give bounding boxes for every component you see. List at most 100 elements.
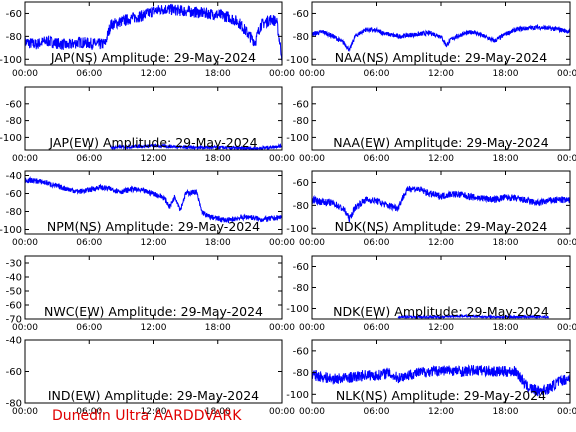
y-tick-label: -60 <box>293 262 309 273</box>
x-tick-label: 00:00 <box>12 69 38 79</box>
y-tick-label: -100 <box>286 55 309 66</box>
x-tick-label: 12:00 <box>428 407 454 417</box>
chart-panel: -70 -60 -50 -40 -30 00:00 06:00 12:00 18:00 00:00… <box>6 255 295 333</box>
y-tick-label: -100 <box>286 390 309 401</box>
x-tick-label: 06:00 <box>364 69 390 79</box>
y-tick-label: -100 <box>286 224 309 235</box>
y-tick-label: -60 <box>6 9 22 20</box>
x-tick-label: 18:00 <box>493 154 519 164</box>
x-tick-label: 06:00 <box>76 323 102 333</box>
x-tick-label: 12:00 <box>141 238 167 248</box>
x-tick-label: 06:00 <box>364 407 390 417</box>
x-tick-label: 06:00 <box>364 238 390 248</box>
chart-panel: -100 -80 -60 00:00 06:00 12:00 18:00 00:00 NDK(E… <box>286 255 576 333</box>
chart-panel: -100 -80 -60 -40 00:00 06:00 12:00 18:00 00:00 NP… <box>0 170 295 248</box>
x-tick-label: 00:00 <box>269 323 295 333</box>
y-tick-label: -50 <box>6 287 22 298</box>
x-tick-label: 00:00 <box>269 238 295 248</box>
y-tick-label: -70 <box>6 315 22 326</box>
y-tick-label: -100 <box>286 304 309 315</box>
x-tick-label: 18:00 <box>493 238 519 248</box>
x-tick-label: 06:00 <box>364 323 390 333</box>
x-tick-label: 18:00 <box>493 323 519 333</box>
y-tick-label: -60 <box>293 346 309 357</box>
x-tick-label: 00:00 <box>12 154 38 164</box>
y-tick-label: -100 <box>0 133 22 144</box>
x-tick-label: 00:00 <box>12 407 38 417</box>
chart-title: IND(EW) Amplitude: 29-May-2024 <box>48 388 259 403</box>
x-tick-label: 00:00 <box>269 407 295 417</box>
y-tick-label: -60 <box>293 9 309 20</box>
x-tick-label: 12:00 <box>428 154 454 164</box>
series-line <box>110 143 282 150</box>
y-tick-label: -100 <box>0 55 22 66</box>
x-tick-label: 00:00 <box>299 323 325 333</box>
chart-panel: -100 -80 -60 00:00 06:00 12:00 18:00 00:00 NAA(E… <box>286 86 576 164</box>
x-tick-label: 18:00 <box>493 69 519 79</box>
y-tick-label: -60 <box>6 189 22 200</box>
y-tick-label: -80 <box>293 32 309 43</box>
y-tick-label: -30 <box>6 259 22 270</box>
chart-title: NWC(EW) Amplitude: 29-May-2024 <box>44 304 263 319</box>
chart-panel: -100 -80 -60 00:00 06:00 12:00 18:00 00:00 NAA(N… <box>286 1 576 79</box>
x-tick-label: 12:00 <box>428 238 454 248</box>
y-tick-label: -60 <box>293 178 309 189</box>
chart-title: NAA(NS) Amplitude: 29-May-2024 <box>335 50 547 65</box>
x-tick-label: 18:00 <box>493 407 519 417</box>
x-tick-label: 12:00 <box>141 407 167 417</box>
x-tick-label: 18:00 <box>205 323 231 333</box>
x-tick-label: 00:00 <box>269 154 295 164</box>
y-tick-label: -80 <box>6 116 22 127</box>
y-tick-label: -40 <box>6 273 22 284</box>
y-tick-label: -40 <box>6 171 22 182</box>
chart-title: NPM(NS) Amplitude: 29-May-2024 <box>47 219 260 234</box>
x-tick-label: 12:00 <box>141 323 167 333</box>
x-tick-label: 00:00 <box>299 69 325 79</box>
y-tick-label: -80 <box>6 399 22 410</box>
chart-title: NDK(NS) Amplitude: 29-May-2024 <box>335 219 548 234</box>
chart-title: JAP(NS) Amplitude: 29-May-2024 <box>50 50 256 65</box>
x-tick-label: 12:00 <box>428 323 454 333</box>
y-tick-label: -80 <box>6 32 22 43</box>
x-tick-label: 12:00 <box>428 69 454 79</box>
chart-panel: -100 -80 -60 00:00 06:00 12:00 18:00 00:00 JAP(N… <box>0 1 295 79</box>
series-line <box>312 185 570 223</box>
chart-title: NAA(EW) Amplitude: 29-May-2024 <box>333 135 548 150</box>
chart-title: JAP(EW) Amplitude: 29-May-2024 <box>48 135 257 150</box>
y-tick-label: -80 <box>293 116 309 127</box>
y-tick-label: -80 <box>6 207 22 218</box>
x-tick-label: 00:00 <box>299 154 325 164</box>
chart-panel: -100 -80 -60 00:00 06:00 12:00 18:00 00:00 JAP(E… <box>0 86 295 164</box>
y-tick-label: -60 <box>6 367 22 378</box>
chart-panel: -80 -60 -40 00:00 06:00 12:00 18:00 00:00 IND(EW… <box>6 336 296 418</box>
x-tick-label: 00:00 <box>557 407 576 417</box>
x-tick-label: 06:00 <box>76 154 102 164</box>
x-tick-label: 00:00 <box>557 69 576 79</box>
x-tick-label: 00:00 <box>269 69 295 79</box>
chart-title: NDK(EW) Amplitude: 29-May-2024 <box>333 304 549 319</box>
series-line <box>312 23 570 52</box>
x-tick-label: 06:00 <box>76 407 102 417</box>
x-tick-label: 18:00 <box>205 69 231 79</box>
y-tick-label: -100 <box>0 225 22 236</box>
x-tick-label: 18:00 <box>205 238 231 248</box>
y-tick-label: -40 <box>6 336 22 347</box>
x-tick-label: 06:00 <box>364 154 390 164</box>
series-line <box>312 364 570 397</box>
y-tick-label: -80 <box>293 201 309 212</box>
y-tick-label: -60 <box>6 99 22 110</box>
x-tick-label: 00:00 <box>557 154 576 164</box>
x-tick-label: 00:00 <box>299 407 325 417</box>
y-tick-label: -80 <box>293 368 309 379</box>
x-tick-label: 00:00 <box>12 238 38 248</box>
chart-panel: -100 -80 -60 00:00 06:00 12:00 18:00 00:00 NDK(N… <box>286 170 576 248</box>
y-tick-label: -60 <box>6 301 22 312</box>
series-line <box>25 3 282 61</box>
x-tick-label: 00:00 <box>299 238 325 248</box>
chart-title: NLK(NS) Amplitude: 29-May-2024 <box>336 388 546 403</box>
chart-panel: -100 -80 -60 00:00 06:00 12:00 18:00 00:00 NLK(N… <box>286 339 576 417</box>
x-tick-label: 06:00 <box>76 238 102 248</box>
x-tick-label: 00:00 <box>557 323 576 333</box>
x-tick-label: 18:00 <box>205 154 231 164</box>
